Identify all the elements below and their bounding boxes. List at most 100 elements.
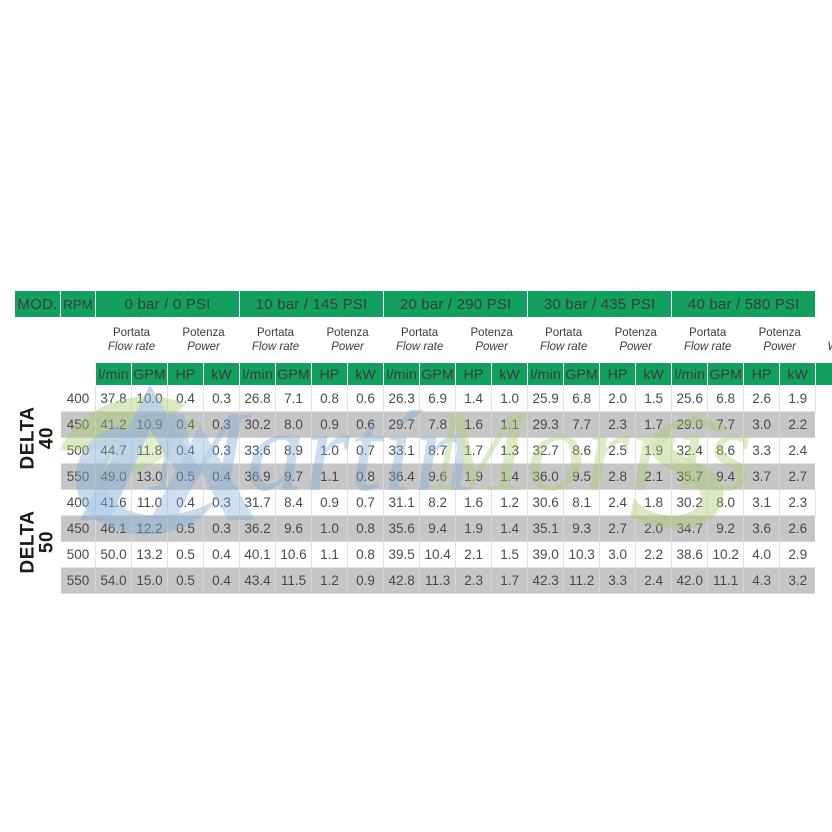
- measure-power-0bar: Potenza Power: [166, 317, 241, 363]
- cell-value: 1.9: [779, 385, 817, 412]
- measure-flow-en: Flow rate: [251, 341, 300, 353]
- unit-kw: kW: [347, 362, 385, 386]
- cell-value: 13.0: [131, 463, 168, 490]
- cell-value: 1.4: [491, 515, 529, 542]
- cell-value: 36.2: [239, 515, 277, 542]
- cell-value: 8.1: [563, 489, 601, 516]
- cell-value: 8.0: [707, 489, 745, 516]
- cell-value: 4.0: [743, 541, 781, 568]
- cell-rpm: 450: [60, 411, 96, 438]
- cell-value: 7.1: [275, 385, 313, 412]
- unit-gpm: GPM: [419, 362, 457, 386]
- cell-value: 2.6: [779, 515, 817, 542]
- unit-lmin: l/min: [527, 362, 565, 386]
- cell-value: 1.1: [311, 463, 349, 490]
- cell-value: 2.1: [455, 541, 493, 568]
- measure-power-20bar: Potenza Power: [455, 317, 529, 363]
- cell-value: 0.7: [347, 489, 385, 516]
- cell-value: 44.7: [95, 437, 132, 464]
- header-weight-spacer: [815, 290, 832, 318]
- cell-value: 0.9: [311, 489, 349, 516]
- cell-value: 6.8: [707, 385, 745, 412]
- cell-value: 1.7: [635, 411, 673, 438]
- cell-value: 35.6: [383, 515, 421, 542]
- cell-value: 13.2: [131, 541, 168, 568]
- measure-power-en: Power: [763, 341, 797, 353]
- cell-value: 31.7: [239, 489, 277, 516]
- measure-flow-it: Portata: [401, 326, 439, 339]
- cell-value: 8.0: [275, 411, 313, 438]
- cell-value: 0.5: [167, 567, 204, 594]
- cell-value: 33.1: [383, 437, 421, 464]
- cell-value: 37.8: [95, 385, 132, 412]
- cell-value: 0.4: [167, 437, 204, 464]
- measure-power-30bar: Potenza Power: [599, 317, 673, 363]
- cell-value: 2.7: [599, 515, 637, 542]
- cell-value: 0.8: [347, 515, 385, 542]
- cell-value: 8.2: [419, 489, 457, 516]
- header-unit-row: l/min GPM HP kW l/min GPM HP kW l/min GP…: [14, 362, 832, 386]
- measure-flow-it: Portata: [112, 326, 151, 339]
- header-mod: MOD.: [14, 290, 61, 318]
- cell-rpm: 400: [60, 489, 96, 516]
- measure-power-en: Power: [331, 341, 364, 353]
- cell-value: 2.2: [635, 541, 673, 568]
- cell-value: 36.9: [239, 463, 277, 490]
- cell-value: 9.6: [419, 463, 457, 490]
- cell-value: 41.6: [95, 489, 132, 516]
- cell-value: 29.3: [527, 411, 565, 438]
- table-row: 550 49.0 13.0 0.5 0.4 36.9 9.7 1.1 0.8 36.4 9.6 1.9…: [15, 463, 832, 490]
- cell-value: 35.7: [671, 463, 709, 490]
- unit-hp: HP: [599, 362, 637, 386]
- cell-value: 8.6: [707, 437, 745, 464]
- cell-value: 0.4: [167, 489, 204, 516]
- cell-value: 1.4: [491, 463, 529, 490]
- cell-value: 1.2: [311, 567, 349, 594]
- header-pressure-40bar: 40 bar / 580 PSI: [671, 290, 817, 318]
- cell-value: 9.6: [275, 515, 313, 542]
- cell-value: 39.0: [527, 541, 565, 568]
- cell-value: 0.4: [202, 463, 241, 490]
- cell-value: 1.3: [491, 437, 529, 464]
- cell-value: 12.2: [131, 515, 168, 542]
- measure-flow-en: Flow rate: [107, 341, 156, 353]
- cell-value: 0.3: [202, 385, 241, 412]
- cell-value: 39.5: [383, 541, 421, 568]
- cell-value: 25.6: [671, 385, 709, 412]
- cell-value: 8.7: [419, 437, 457, 464]
- header-pressure-30bar: 30 bar / 435 PSI: [527, 290, 673, 318]
- unit-lmin: l/min: [95, 362, 132, 386]
- unit-kw: kW: [779, 362, 817, 386]
- cell-value: 1.1: [491, 411, 529, 438]
- table-row: 450 41.2 10.9 0.4 0.3 30.2 8.0 0.9 0.6 29.7 7.8 1.6…: [15, 411, 832, 438]
- header-pressure-0bar: 0 bar / 0 PSI: [94, 290, 241, 318]
- cell-value: 1.7: [491, 567, 529, 594]
- cell-value: 9.7: [275, 463, 313, 490]
- cell-value: 1.0: [311, 515, 349, 542]
- cell-value: 10.3: [563, 541, 601, 568]
- cell-value: 30.2: [671, 489, 709, 516]
- cell-value: 42.8: [383, 567, 421, 594]
- unit-lmin: l/min: [239, 362, 277, 386]
- measure-power-it: Potenza: [614, 326, 657, 339]
- cell-value: 1.5: [635, 385, 673, 412]
- cell-value: 2.3: [455, 567, 493, 594]
- table-row: 500 44.7 11.8 0.4 0.3 33.6 8.9 1.0 0.7 33.1 8.7 1.7…: [15, 437, 832, 464]
- cell-value: 1.9: [455, 463, 493, 490]
- cell-value: 49.0: [95, 463, 132, 490]
- unit-kw: kW: [202, 362, 241, 386]
- cell-value: 2.0: [599, 385, 637, 412]
- cell-value: 1.5: [491, 541, 529, 568]
- cell-value: 33.6: [239, 437, 277, 464]
- cell-value: 11.3: [419, 567, 457, 594]
- measure-flow-it: Portata: [545, 326, 583, 339]
- cell-value: 6.9: [419, 385, 457, 412]
- cell-value: 2.3: [599, 411, 637, 438]
- cell-value: 2.8: [599, 463, 637, 490]
- cell-value: 10.6: [275, 541, 313, 568]
- unit-gpm: GPM: [563, 362, 601, 386]
- cell-value: 8.9: [275, 437, 313, 464]
- cell-value: 40.1: [239, 541, 277, 568]
- measure-flow-20bar: Portata Flow rate: [383, 317, 457, 363]
- cell-value: 11.0: [131, 489, 168, 516]
